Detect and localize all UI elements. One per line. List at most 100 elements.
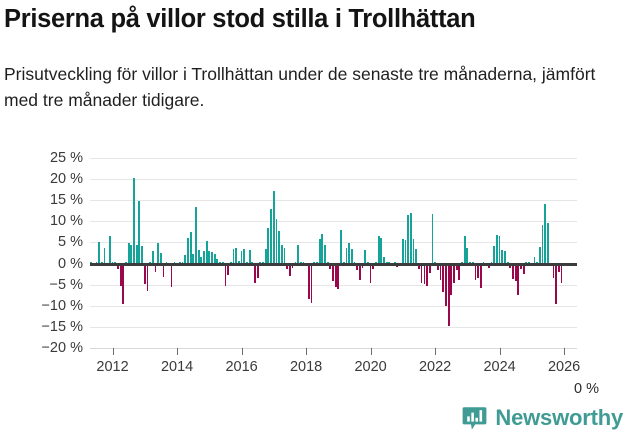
bar bbox=[194, 206, 197, 264]
bar bbox=[197, 250, 200, 264]
bar bbox=[466, 247, 469, 264]
bar-chart-speech-bubble-icon bbox=[462, 406, 487, 431]
bar bbox=[479, 263, 482, 289]
bar bbox=[133, 178, 136, 264]
x-axis-tick-label: 2020 bbox=[354, 359, 387, 375]
bar bbox=[127, 243, 130, 264]
bar bbox=[498, 235, 501, 264]
bar bbox=[238, 261, 240, 264]
bar bbox=[270, 208, 273, 264]
x-axis-tick-label: 2018 bbox=[289, 359, 323, 375]
bar bbox=[143, 263, 146, 284]
plot-area bbox=[90, 158, 577, 349]
bar bbox=[138, 201, 141, 264]
y-axis-tick-label: −5 % bbox=[49, 276, 83, 293]
bar bbox=[240, 250, 243, 264]
gridline bbox=[90, 221, 577, 223]
bar bbox=[439, 263, 442, 281]
y-axis-tick-label: 0 % bbox=[58, 255, 83, 272]
bar bbox=[477, 263, 479, 279]
bar bbox=[539, 246, 541, 264]
bar bbox=[560, 263, 563, 283]
bar bbox=[151, 250, 154, 264]
bar bbox=[103, 247, 106, 264]
bar bbox=[200, 256, 203, 264]
bar bbox=[426, 263, 428, 286]
bar bbox=[205, 240, 208, 264]
bar bbox=[514, 263, 517, 282]
bar bbox=[232, 248, 235, 264]
bar bbox=[428, 263, 431, 274]
bar bbox=[350, 248, 353, 264]
page-title: Priserna på villor stod stilla i Trollhä… bbox=[4, 5, 476, 33]
bar bbox=[146, 263, 149, 291]
bar bbox=[504, 250, 506, 264]
bar bbox=[520, 263, 523, 269]
bar bbox=[235, 248, 237, 264]
bar bbox=[117, 263, 119, 269]
bar bbox=[361, 263, 364, 268]
bar bbox=[267, 227, 270, 264]
bar bbox=[407, 215, 410, 264]
x-axis-tick-label: 2022 bbox=[418, 359, 452, 375]
bar bbox=[463, 236, 466, 264]
bar bbox=[415, 248, 418, 264]
bar bbox=[310, 263, 313, 303]
bar bbox=[410, 212, 412, 264]
x-axis-tick bbox=[499, 348, 501, 355]
bar bbox=[552, 263, 555, 279]
y-axis-tick-label: 15 % bbox=[49, 191, 83, 208]
bar bbox=[318, 239, 321, 264]
bar bbox=[517, 263, 520, 296]
bar bbox=[192, 254, 195, 264]
x-axis-tick bbox=[370, 348, 372, 355]
gridline bbox=[90, 179, 577, 181]
x-axis-tick-label: 2026 bbox=[547, 359, 581, 375]
gridline bbox=[90, 200, 577, 202]
bar bbox=[162, 263, 165, 278]
gridline bbox=[90, 305, 577, 307]
bar bbox=[423, 263, 426, 284]
bar bbox=[297, 244, 299, 264]
bar bbox=[256, 263, 259, 278]
logo-text: Newsworthy bbox=[495, 405, 623, 430]
bar bbox=[119, 263, 122, 286]
gridline bbox=[90, 158, 577, 159]
bar bbox=[372, 263, 375, 269]
page-subtitle: Prisutveckling för villor i Trollhättan … bbox=[4, 64, 596, 110]
bar bbox=[248, 250, 251, 264]
zero-baseline bbox=[90, 262, 577, 266]
gridline bbox=[90, 284, 577, 286]
bar bbox=[227, 263, 229, 275]
bar bbox=[224, 263, 227, 286]
bar bbox=[272, 190, 275, 264]
bar bbox=[264, 248, 267, 264]
bar bbox=[455, 263, 458, 270]
bar bbox=[501, 249, 504, 264]
bar bbox=[512, 263, 515, 279]
bar bbox=[189, 231, 192, 264]
bar bbox=[286, 263, 289, 269]
x-axis-tick bbox=[177, 348, 179, 355]
gridline bbox=[90, 242, 577, 244]
y-axis-tick-label: 10 % bbox=[49, 213, 83, 230]
x-axis-line bbox=[90, 348, 577, 349]
bar bbox=[496, 234, 498, 264]
bar bbox=[243, 248, 246, 264]
bar bbox=[522, 263, 525, 275]
bar bbox=[348, 243, 350, 264]
x-axis-tick-label: 2016 bbox=[225, 359, 258, 375]
bar bbox=[345, 247, 348, 264]
last-value-annotation: 0 % bbox=[572, 380, 601, 398]
bar bbox=[216, 259, 219, 264]
bar bbox=[307, 263, 310, 299]
bar bbox=[356, 263, 358, 270]
footer-logo[interactable]: Newsworthy bbox=[462, 405, 623, 431]
x-axis-tick bbox=[564, 348, 566, 355]
bar bbox=[404, 240, 407, 264]
bar bbox=[447, 263, 450, 327]
y-axis-tick-label: 5 % bbox=[58, 234, 83, 251]
bar bbox=[337, 263, 340, 289]
bar bbox=[135, 245, 138, 264]
bar bbox=[98, 241, 100, 264]
